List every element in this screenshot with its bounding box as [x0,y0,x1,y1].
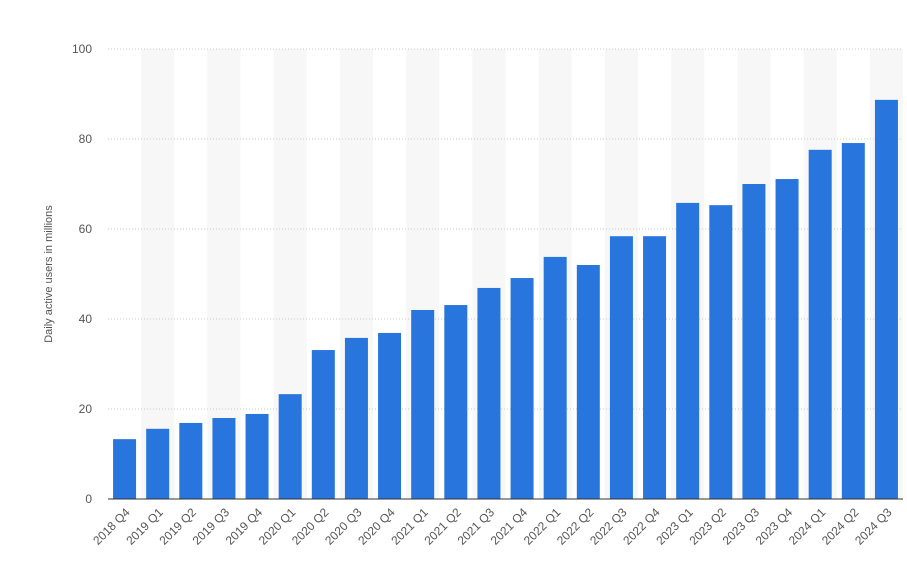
y-tick-label: 20 [79,402,93,416]
y-tick-label: 40 [79,312,93,326]
y-tick-label: 100 [72,42,92,56]
bar [808,149,832,500]
bar [709,205,733,499]
bar [245,413,269,499]
bar [841,143,865,500]
bar [344,337,368,499]
bar [311,350,335,499]
bar [179,422,203,499]
bar [444,305,468,499]
bar [510,278,534,499]
bar [775,179,799,500]
bar [874,99,898,499]
bar [676,202,700,499]
y-tick-label: 0 [85,492,92,506]
band-shade [141,49,175,499]
bar [543,256,567,499]
bar [742,184,766,499]
bar [576,265,600,499]
bar [643,236,667,499]
bar [411,310,435,499]
y-axis-label: Daily active users in millions [43,205,55,343]
bar [609,236,633,499]
x-tick-label: 2024 Q3 [852,505,895,548]
bar [278,394,302,499]
bar [378,332,402,499]
y-tick-label: 80 [79,132,93,146]
bar [113,439,137,499]
y-tick-label: 60 [79,222,93,236]
bar [146,428,170,499]
bar [212,418,236,499]
bar [477,287,501,499]
